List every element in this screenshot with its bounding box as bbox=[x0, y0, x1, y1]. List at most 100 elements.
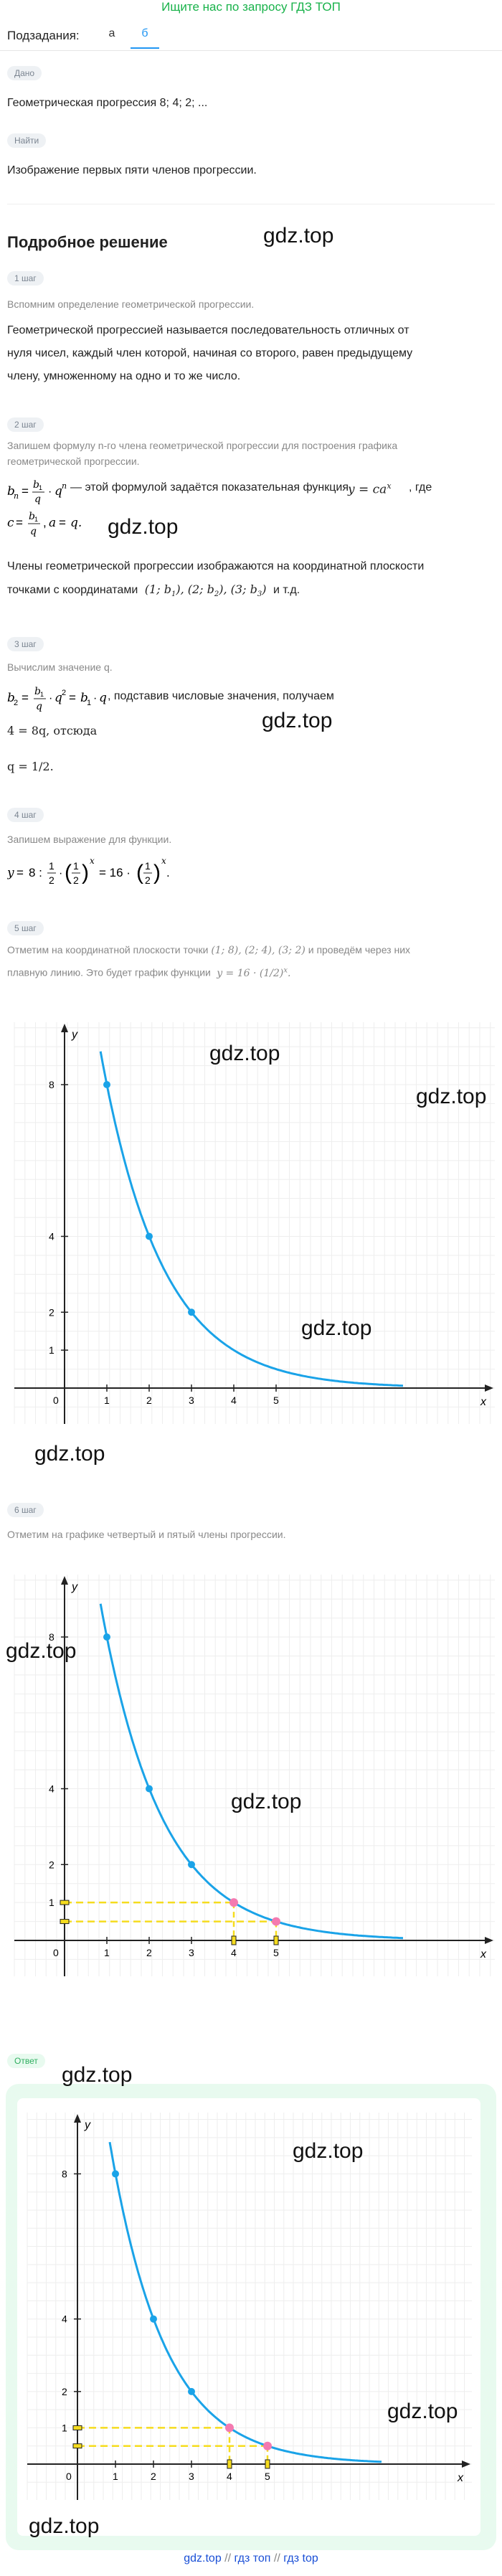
svg-text:n: n bbox=[14, 491, 19, 501]
guide-marker bbox=[60, 1919, 70, 1925]
search-banner[interactable]: Ищите нас по запросу ГДЗ ТОП bbox=[161, 0, 341, 14]
svg-text:2: 2 bbox=[62, 689, 66, 697]
y-axis-arrow bbox=[61, 1024, 68, 1032]
function-curve bbox=[99, 1603, 404, 1940]
y-axis-label: y bbox=[71, 1581, 78, 1593]
step3-pill: 3 шаг bbox=[7, 637, 44, 651]
svg-text:(: ( bbox=[136, 861, 143, 884]
step4-math: y = 8 : 1 2 · ( 1 2 ) x = 16 · ( 1 2 ) x… bbox=[6, 856, 170, 886]
footer-link-3[interactable]: гдз top bbox=[283, 2552, 318, 2565]
guide-marker bbox=[72, 2443, 82, 2449]
data-point bbox=[150, 2315, 157, 2323]
data-point bbox=[103, 1633, 110, 1641]
svg-text:=: = bbox=[69, 691, 76, 704]
watermark: gdz.top bbox=[387, 2400, 458, 2423]
x-tick-label: 0 bbox=[53, 1947, 59, 1958]
data-point bbox=[188, 1861, 195, 1869]
svg-text:b: b bbox=[29, 511, 35, 522]
svg-text:): ) bbox=[153, 861, 161, 884]
step1-note: Вспомним определение геометрической прог… bbox=[7, 298, 255, 310]
step2-func: y = cax bbox=[348, 481, 392, 497]
svg-text:b: b bbox=[33, 479, 39, 491]
step2-para2-b: и т.д. bbox=[273, 584, 300, 596]
svg-text:q: q bbox=[36, 701, 42, 712]
svg-text:b: b bbox=[34, 686, 41, 697]
footer-link-1[interactable]: gdz.top bbox=[184, 2552, 222, 2565]
svg-text:=: = bbox=[16, 866, 24, 879]
y-tick-label: 8 bbox=[62, 2168, 67, 2179]
footer-link-2[interactable]: гдз топ bbox=[234, 2552, 271, 2565]
svg-text:1: 1 bbox=[87, 699, 91, 707]
y-axis-label: y bbox=[84, 2119, 91, 2131]
guide-marker bbox=[60, 1900, 70, 1905]
svg-text:.: . bbox=[166, 866, 170, 879]
svg-text:q: q bbox=[34, 494, 41, 505]
x-axis-arrow bbox=[462, 2461, 470, 2468]
tab-a[interactable]: а bbox=[108, 27, 115, 39]
svg-text:·: · bbox=[49, 692, 52, 704]
step5-pill: 5 шаг bbox=[7, 921, 44, 935]
highlight-point bbox=[225, 2423, 234, 2433]
guide-marker bbox=[72, 2425, 82, 2430]
graph-step5: x y 0 1 2 3 4 5 1 2 4 8 bbox=[14, 1022, 495, 1424]
step2-para1: Члены геометрической прогрессии изобража… bbox=[7, 560, 425, 572]
step5-note1: Отметим на координатной плоскости точки … bbox=[7, 940, 502, 960]
step2-coords: (1; b1), (2; b2), (3; b3) bbox=[141, 582, 270, 599]
x-tick-label: 2 bbox=[151, 2471, 156, 2482]
x-tick-label: 2 bbox=[146, 1947, 152, 1958]
tab-b[interactable]: б bbox=[131, 27, 159, 49]
svg-text:·: · bbox=[93, 692, 97, 704]
step5-points: (1; 8), (2; 4), (3; 2) bbox=[211, 945, 306, 956]
svg-text:q: q bbox=[99, 691, 107, 705]
svg-text:=: = bbox=[59, 516, 66, 529]
x-tick-label: 4 bbox=[231, 1395, 237, 1406]
guide-marker bbox=[265, 2459, 270, 2469]
y-tick-label: 8 bbox=[49, 1631, 55, 1643]
watermark: gdz.top bbox=[62, 2063, 133, 2087]
x-tick-label: 1 bbox=[113, 2471, 118, 2482]
y-tick-label: 1 bbox=[49, 1897, 55, 1908]
data-point bbox=[188, 1308, 195, 1316]
y-axis-label: y bbox=[71, 1029, 78, 1041]
step1-line2: нуля чисел, каждый член которой, начиная… bbox=[7, 347, 413, 359]
x-tick-label: 3 bbox=[189, 1947, 194, 1958]
step5-func: y = 16 · (1/2)x. bbox=[213, 966, 291, 979]
svg-text:=: = bbox=[16, 516, 23, 529]
step4-formula: y = 8 : 1 2 · ( 1 2 ) x = 16 · ( 1 2 ) x… bbox=[6, 854, 222, 894]
solution-title: Подробное решение bbox=[7, 233, 168, 251]
step4-pill: 4 шаг bbox=[7, 808, 44, 822]
step2-para2-a: точками с координатами bbox=[7, 584, 138, 596]
highlight-point bbox=[229, 1898, 238, 1907]
svg-text:·: · bbox=[48, 486, 52, 498]
step1-pill: 1 шаг bbox=[7, 271, 44, 286]
x-tick-label: 5 bbox=[265, 2471, 270, 2482]
svg-text:2: 2 bbox=[73, 874, 79, 886]
data-point bbox=[146, 1785, 153, 1793]
svg-text:b: b bbox=[7, 691, 15, 705]
svg-text:·: · bbox=[59, 867, 62, 879]
data-point bbox=[112, 2170, 119, 2178]
svg-text:q: q bbox=[30, 526, 37, 537]
step5-note1-a: Отметим на координатной плоскости точки bbox=[7, 944, 209, 956]
guide-marker bbox=[231, 1935, 237, 1945]
footer-links: gdz.top // гдз топ // гдз top bbox=[0, 2552, 502, 2565]
watermark: gdz.top bbox=[263, 224, 334, 247]
guide-marker bbox=[227, 2459, 232, 2469]
step5-note2-row: плавную линию. Это будет график функции … bbox=[7, 961, 290, 983]
watermark: gdz.top bbox=[108, 515, 179, 539]
graph-step6: x y 0 1 2 3 4 5 1 2 4 8 bbox=[14, 1575, 495, 1976]
find-pill: Найти bbox=[7, 133, 47, 148]
step6-note: Отметим на графике четвертый и пятый чле… bbox=[7, 1529, 286, 1540]
svg-text:q: q bbox=[55, 691, 62, 705]
svg-text:1: 1 bbox=[49, 860, 55, 872]
y-tick-label: 4 bbox=[49, 1783, 55, 1795]
svg-text:x: x bbox=[161, 856, 166, 866]
function-curve bbox=[108, 2141, 382, 2463]
step3-line2: 4 = 8q, отсюда bbox=[7, 724, 98, 737]
watermark: gdz.top bbox=[293, 2139, 364, 2163]
step2-note2: геометрической прогрессии. bbox=[7, 456, 140, 467]
